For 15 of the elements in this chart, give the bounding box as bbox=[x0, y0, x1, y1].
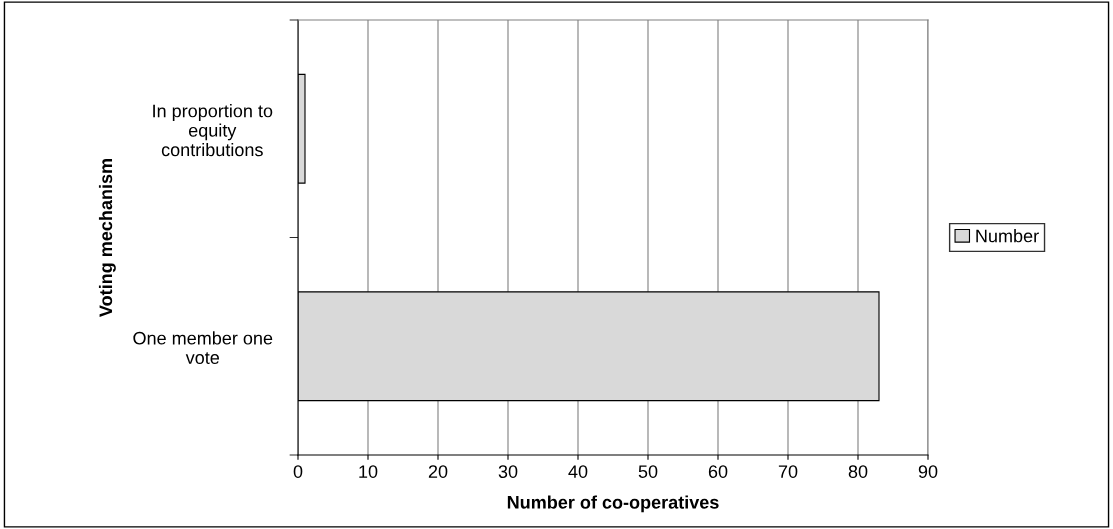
x-tick-label: 90 bbox=[918, 465, 938, 478]
x-tick-label: 20 bbox=[428, 465, 448, 478]
y-tick-label: In proportion to equity contributions bbox=[153, 104, 273, 157]
x-tick-label: 60 bbox=[708, 465, 728, 478]
x-tick-label: 30 bbox=[498, 465, 518, 478]
y-tick-label: One member one vote bbox=[133, 331, 273, 364]
y-axis-title: Voting mechanism bbox=[98, 159, 116, 317]
x-tick-label: 40 bbox=[568, 465, 588, 478]
legend-label: Number bbox=[976, 229, 1039, 243]
x-tick-label: 0 bbox=[293, 465, 303, 478]
x-tick-label: 80 bbox=[848, 465, 868, 478]
x-tick-label: 50 bbox=[638, 465, 658, 478]
x-axis-title: Number of co-operatives bbox=[507, 495, 719, 513]
x-tick-label: 10 bbox=[359, 465, 378, 478]
x-tick-label: 70 bbox=[778, 465, 798, 478]
